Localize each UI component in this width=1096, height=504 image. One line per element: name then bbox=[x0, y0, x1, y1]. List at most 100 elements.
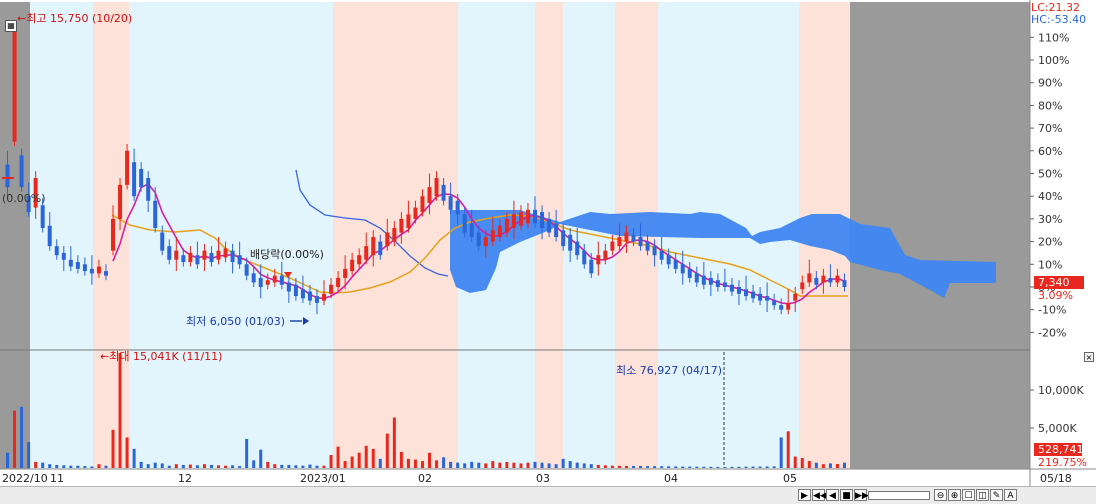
volume-bar-4 bbox=[34, 461, 38, 468]
candle-body-12 bbox=[89, 268, 94, 274]
volume-bar-71 bbox=[505, 461, 509, 468]
volume-bar-54 bbox=[385, 433, 389, 468]
volume-bar-78 bbox=[554, 464, 558, 468]
zoom-out-icon[interactable]: ⊖ bbox=[934, 489, 947, 501]
volume-bar-25 bbox=[181, 464, 185, 468]
price-tick-2: 90% bbox=[1038, 77, 1062, 90]
candle-body-37 bbox=[265, 280, 270, 285]
scroll-right-button[interactable]: ▶ bbox=[798, 489, 811, 501]
stop-button[interactable]: ■ bbox=[840, 489, 853, 501]
split-view-icon[interactable]: ◫ bbox=[976, 489, 989, 501]
ichimoku-cloud-shape bbox=[450, 210, 996, 298]
candle-body-33 bbox=[237, 255, 242, 265]
volume-bar-6 bbox=[48, 464, 52, 468]
candle-body-14 bbox=[103, 271, 108, 276]
zoom-scrollbar[interactable] bbox=[868, 491, 930, 500]
price-tick-5: 60% bbox=[1038, 145, 1062, 158]
volume-bar-46 bbox=[329, 455, 333, 468]
low-arrow-head-icon bbox=[303, 317, 309, 325]
candle-body-103 bbox=[729, 284, 734, 292]
volume-bar-52 bbox=[371, 448, 375, 468]
volume-bar-12 bbox=[90, 466, 94, 468]
grid-lines bbox=[0, 0, 1096, 486]
volume-bar-83 bbox=[589, 464, 593, 468]
x-label-3: 2023/01 bbox=[300, 472, 346, 485]
fast-forward-button[interactable]: ▶▶ bbox=[854, 489, 869, 501]
candle-body-63 bbox=[448, 196, 453, 210]
candle-body-77 bbox=[547, 218, 552, 233]
candle-body-86 bbox=[610, 241, 615, 251]
price-tick-4: 70% bbox=[1038, 122, 1062, 135]
calendar-icon[interactable]: ▦ bbox=[5, 20, 17, 32]
current-volume-badge: 528,741 bbox=[1034, 443, 1084, 456]
text-tool-icon[interactable]: A bbox=[1004, 489, 1017, 501]
volume-bar-75 bbox=[533, 461, 537, 468]
high-annotation: ←최고 15,750 (10/20) bbox=[17, 12, 132, 25]
volume-bar-110 bbox=[779, 437, 783, 468]
candle-body-40 bbox=[286, 282, 291, 292]
candle-body-44 bbox=[314, 296, 319, 303]
candle-body-45 bbox=[322, 293, 327, 301]
candle-body-52 bbox=[371, 237, 376, 256]
window-icon[interactable]: ☐ bbox=[962, 489, 975, 501]
volume-bar-101 bbox=[716, 466, 720, 468]
zoom-in-icon[interactable]: ⊕ bbox=[948, 489, 961, 501]
volume-bar-15 bbox=[111, 429, 115, 468]
candle-body-110 bbox=[779, 305, 784, 310]
candle-body-56 bbox=[399, 218, 404, 233]
volume-bar-24 bbox=[174, 464, 178, 468]
volume-bar-79 bbox=[561, 458, 565, 468]
volume-bar-68 bbox=[484, 463, 488, 468]
rewind-button[interactable]: ◀◀ bbox=[812, 489, 827, 501]
volume-bar-39 bbox=[280, 464, 284, 468]
candle-body-46 bbox=[329, 284, 334, 294]
candle-body-16 bbox=[118, 184, 123, 219]
volume-bar-63 bbox=[449, 461, 453, 468]
volume-bar-103 bbox=[730, 466, 734, 468]
candle-body-6 bbox=[47, 225, 52, 247]
x-label-4: 02 bbox=[418, 472, 432, 485]
candle-body-8 bbox=[61, 252, 66, 260]
candle-body-61 bbox=[434, 178, 439, 197]
candle-body-67 bbox=[476, 232, 481, 247]
candle-body-85 bbox=[603, 250, 608, 260]
volume-bar-34 bbox=[245, 438, 249, 468]
volume-bar-7 bbox=[55, 464, 59, 468]
volume-panel-close-icon[interactable]: × bbox=[1084, 352, 1094, 362]
volume-bar-9 bbox=[69, 465, 73, 468]
volume-bar-95 bbox=[674, 466, 678, 468]
volume-bar-98 bbox=[695, 466, 699, 468]
candle-body-118 bbox=[835, 275, 840, 283]
price-tick-0: 110% bbox=[1038, 31, 1069, 44]
volume-bar-27 bbox=[195, 465, 199, 468]
volume-bar-112 bbox=[793, 456, 797, 468]
volume-bar-3 bbox=[27, 442, 31, 468]
candle-body-15 bbox=[111, 218, 116, 251]
candle-body-1 bbox=[12, 28, 17, 142]
candle-body-104 bbox=[736, 287, 741, 294]
x-label-2: 12 bbox=[178, 472, 192, 485]
volume-bar-37 bbox=[266, 461, 270, 468]
price-tick-10: 10% bbox=[1038, 258, 1062, 271]
candle-body-19 bbox=[139, 168, 144, 188]
volume-bar-67 bbox=[477, 462, 481, 468]
candle-body-98 bbox=[694, 273, 699, 283]
volume-bar-72 bbox=[512, 462, 516, 468]
volume-bar-13 bbox=[97, 464, 101, 468]
volume-bar-93 bbox=[660, 466, 664, 468]
draw-tool-icon[interactable]: ✎ bbox=[990, 489, 1003, 501]
candle-body-27 bbox=[195, 255, 200, 265]
candle-body-113 bbox=[800, 282, 805, 290]
current-volume-ratio: 219.75% bbox=[1038, 456, 1087, 469]
volume-bar-111 bbox=[786, 431, 790, 468]
volume-bar-28 bbox=[202, 464, 206, 468]
step-back-button[interactable]: ◀ bbox=[826, 489, 839, 501]
volume-bar-44 bbox=[315, 465, 319, 468]
candle-body-57 bbox=[406, 214, 411, 228]
candle-body-88 bbox=[624, 232, 629, 242]
candle-body-31 bbox=[223, 248, 228, 258]
volume-tick-0: 10,000K bbox=[1038, 384, 1084, 397]
candle-body-36 bbox=[258, 277, 263, 287]
candle-body-99 bbox=[701, 275, 706, 285]
volume-bar-14 bbox=[104, 465, 108, 468]
